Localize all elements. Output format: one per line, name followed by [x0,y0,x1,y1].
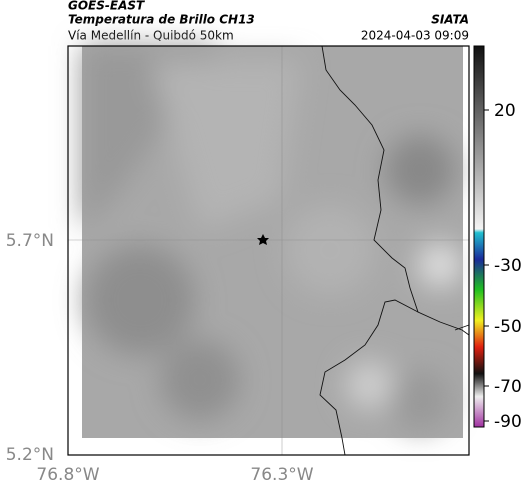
colorbar-tick-label: 20 [494,101,516,121]
colorbar-tick-label: -90 [494,412,522,432]
title: Temperatura de Brillo CH13 [68,13,255,27]
subtitle: Vía Medellín - Quibdó 50km [68,29,234,43]
satellite-image [82,46,463,438]
borders [319,45,470,456]
source: GOES-EAST [68,0,145,13]
lat-label: 5.2°N [6,445,54,465]
location-marker [257,234,269,245]
grid [68,46,469,455]
colorbar-tick-label: -50 [494,317,522,337]
lon-label: 76.3°W [250,465,313,485]
map-frame [67,45,470,456]
lon-label: 76.8°W [36,465,99,485]
colorbar-tick-label: -30 [494,256,522,276]
org: SIATA [431,13,469,27]
colorbar-tick-label: -70 [494,377,522,397]
colorbar-ticks: 20 -30 -50 -70 -90 [484,101,522,432]
colorbar [473,45,485,428]
datetime: 2024-04-03 09:09 [361,29,469,43]
lat-label: 5.7°N [6,231,54,251]
